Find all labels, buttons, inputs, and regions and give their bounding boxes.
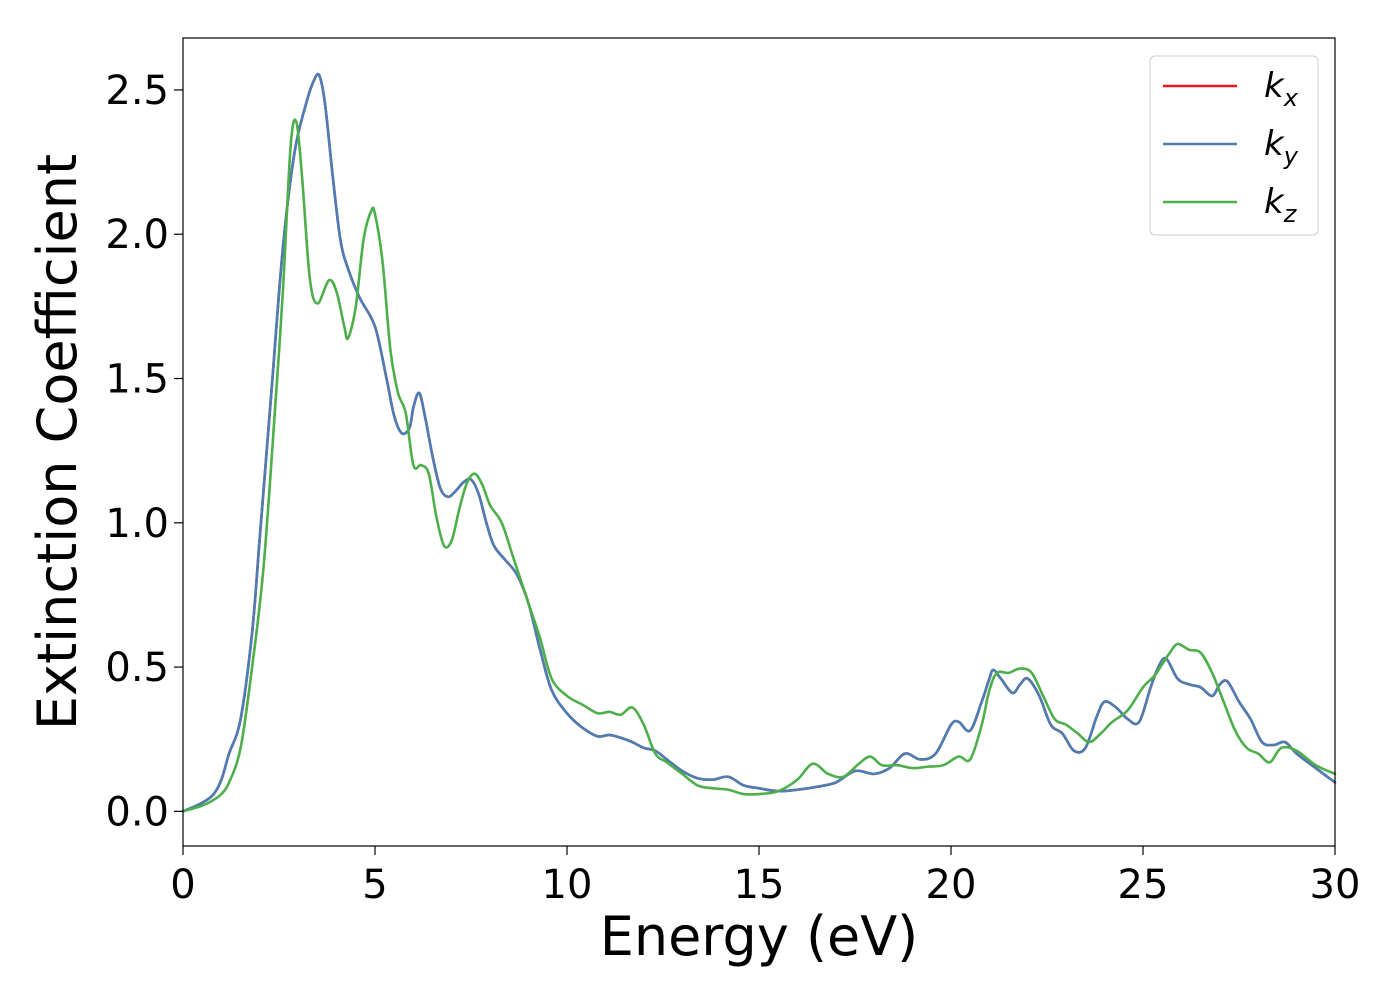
- series-line-k-y: [181, 72, 1337, 813]
- x-axis-ticks: 0 5 10 15 20 25 30: [170, 846, 1360, 908]
- y-tick-label: 0.0: [105, 789, 169, 835]
- x-tick-label: 0: [170, 862, 195, 908]
- x-tick-label: 30: [1310, 862, 1361, 908]
- x-tick-label: 15: [734, 862, 785, 908]
- y-tick-label: 2.0: [105, 212, 169, 258]
- y-tick-label: 1.5: [105, 357, 169, 403]
- x-tick-label: 5: [362, 862, 387, 908]
- legend-subscript: x: [1283, 84, 1299, 112]
- legend-subscript: z: [1283, 200, 1298, 228]
- x-tick-label: 25: [1118, 862, 1169, 908]
- x-tick-label: 20: [926, 862, 977, 908]
- y-tick-label: 0.5: [105, 645, 169, 691]
- series-layer: [181, 72, 1337, 813]
- y-axis-title: Extinction Coefficient: [26, 154, 89, 730]
- x-tick-label: 10: [542, 862, 593, 908]
- legend-subscript: y: [1283, 142, 1299, 170]
- series-line-k-z: [181, 118, 1337, 813]
- x-axis-title: Energy (eV): [600, 905, 919, 968]
- y-axis-ticks: 0.0 0.5 1.0 1.5 2.0 2.5: [105, 68, 183, 835]
- y-tick-label: 2.5: [105, 68, 169, 114]
- y-tick-label: 1.0: [105, 501, 169, 547]
- legend-box: [1149, 55, 1319, 236]
